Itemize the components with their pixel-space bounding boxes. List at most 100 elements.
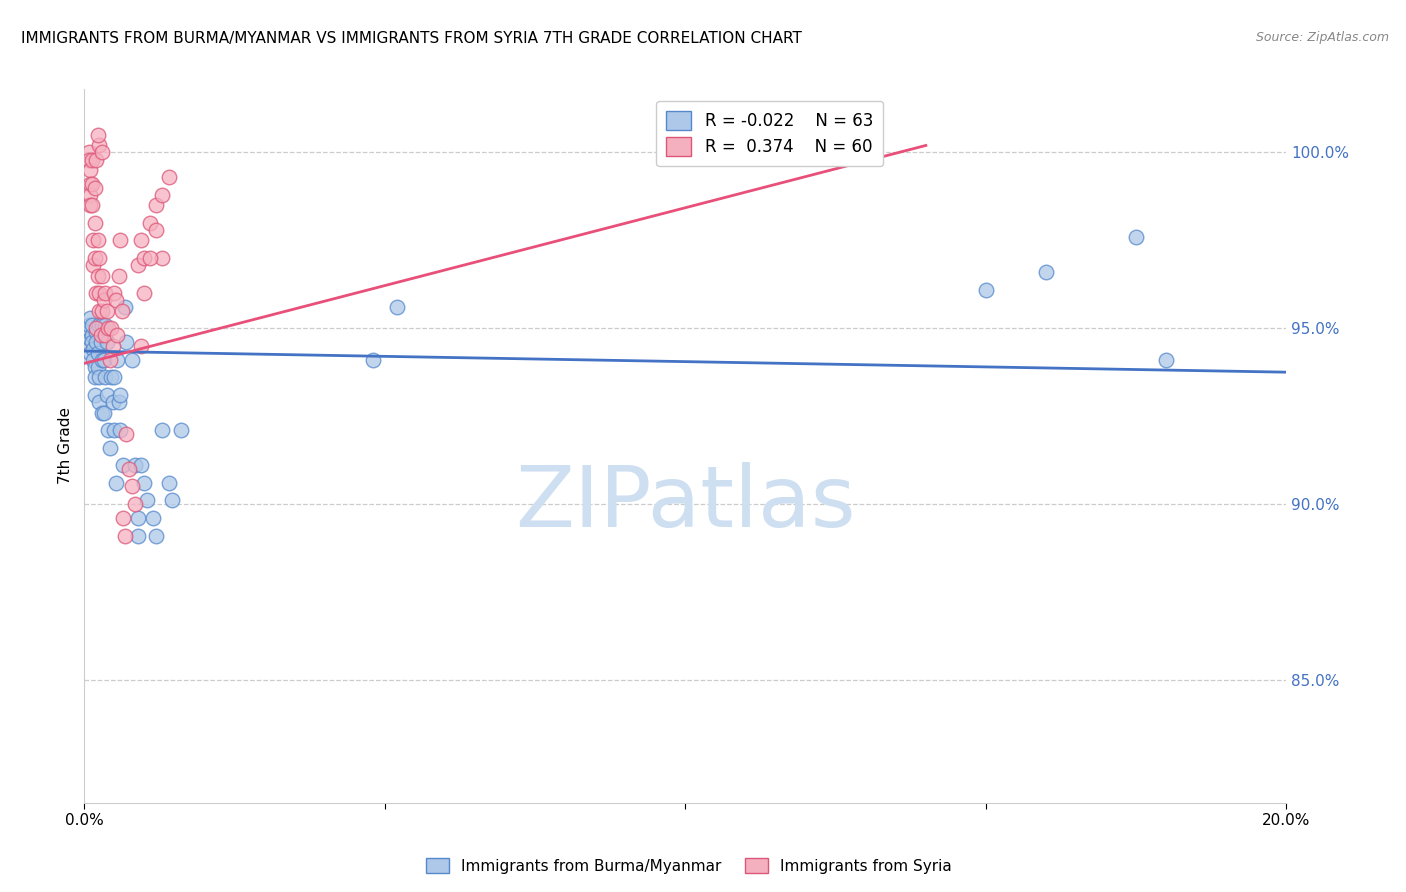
Point [80,198,103,212]
Point [94,328,117,343]
Point [112,458,135,473]
Point [79,187,101,202]
Point [134,475,156,490]
Point [131,458,153,473]
Point [142,511,165,525]
Point [79,310,101,325]
Point [91,318,114,332]
Y-axis label: 7th Grade: 7th Grade [58,408,73,484]
Point [82,352,104,367]
Point [79,177,101,191]
Point [169,423,191,437]
Point [84,370,107,384]
Point [145,528,167,542]
Point [100,370,122,384]
Point [89,370,111,384]
Point [93,406,115,420]
Point [152,423,174,437]
Point [104,475,127,490]
Point [91,268,114,283]
Point [103,339,125,353]
Point [86,233,108,247]
Point [115,335,138,350]
Point [86,359,108,374]
Point [100,321,122,335]
Point [84,251,107,265]
Point [79,332,101,346]
Point [96,388,118,402]
Point [103,423,125,437]
Point [89,318,111,332]
Point [91,406,114,420]
Legend: R = -0.022    N = 63, R =  0.374    N = 60: R = -0.022 N = 63, R = 0.374 N = 60 [657,101,883,166]
Point [96,303,118,318]
Point [89,251,111,265]
Point [84,388,107,402]
Point [82,233,104,247]
Point [91,352,114,367]
Point [86,153,108,167]
Point [974,283,997,297]
Point [79,198,101,212]
Point [84,216,107,230]
Point [94,286,117,301]
Point [93,352,115,367]
Point [86,268,108,283]
Point [139,216,162,230]
Point [127,528,149,542]
Point [110,233,132,247]
Point [114,300,136,314]
Point [160,493,183,508]
Point [131,339,153,353]
Text: IMMIGRANTS FROM BURMA/MYANMAR VS IMMIGRANTS FROM SYRIA 7TH GRADE CORRELATION CHA: IMMIGRANTS FROM BURMA/MYANMAR VS IMMIGRA… [21,31,801,46]
Point [89,303,111,318]
Point [1156,352,1178,367]
Point [77,145,100,160]
Point [121,352,143,367]
Point [103,370,125,384]
Point [90,335,112,350]
Point [86,346,108,360]
Point [97,423,120,437]
Point [94,318,117,332]
Point [103,395,125,409]
Point [86,128,108,142]
Point [79,346,101,360]
Point [93,293,115,307]
Point [152,187,174,202]
Point [108,395,131,409]
Point [104,293,127,307]
Point [89,395,111,409]
Point [361,352,384,367]
Point [77,153,100,167]
Point [157,475,180,490]
Point [1125,230,1147,244]
Point [107,352,129,367]
Point [110,423,132,437]
Point [124,497,146,511]
Point [115,426,138,441]
Point [131,233,153,247]
Point [89,286,111,301]
Point [96,335,118,350]
Point [86,321,108,335]
Point [111,303,134,318]
Point [98,352,121,367]
Point [157,170,180,185]
Point [91,303,114,318]
Point [385,300,408,314]
Point [77,325,100,339]
Point [80,153,103,167]
Point [121,479,143,493]
Point [139,251,162,265]
Point [94,370,117,384]
Point [84,180,107,194]
Point [86,335,108,350]
Point [108,268,131,283]
Point [84,359,107,374]
Point [124,458,146,473]
Point [103,286,125,301]
Point [91,145,114,160]
Point [110,388,132,402]
Point [77,318,100,332]
